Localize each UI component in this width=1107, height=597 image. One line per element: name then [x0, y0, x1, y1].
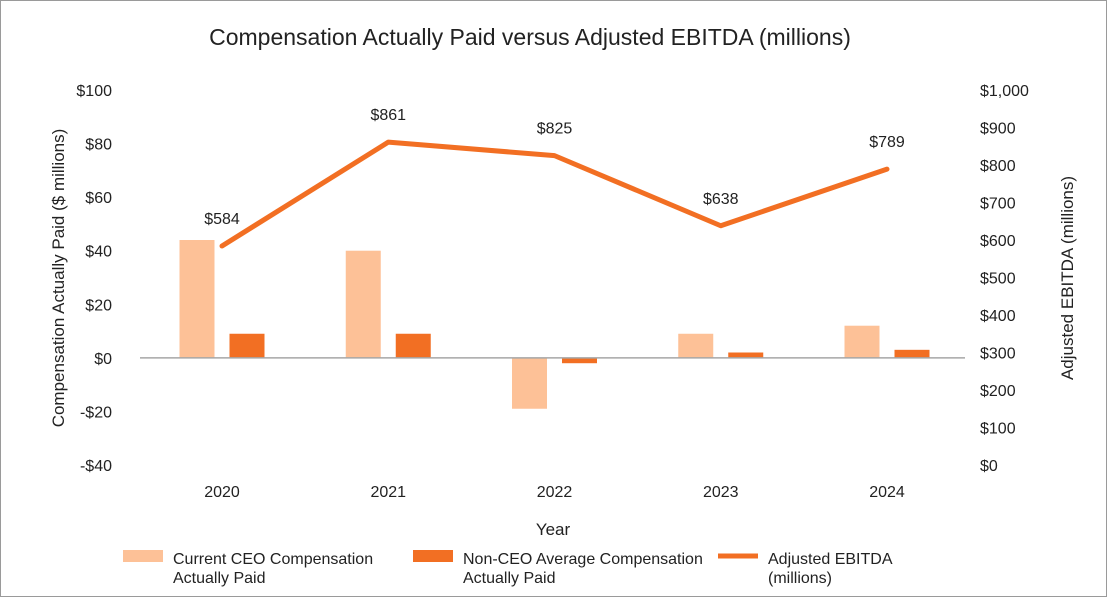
bar-non-ceo	[229, 333, 265, 358]
bar-non-ceo	[395, 333, 431, 358]
y-tick-left: -$40	[80, 458, 112, 475]
legend-label: Actually Paid	[463, 570, 556, 587]
bar-non-ceo	[728, 352, 764, 358]
x-axis-label: Year	[536, 520, 571, 539]
data-label: $638	[703, 191, 739, 208]
legend-label: Adjusted EBITDA	[768, 551, 893, 568]
bar-ceo	[512, 357, 547, 409]
legend-label: (millions)	[768, 570, 832, 587]
ebitda-line	[219, 139, 890, 249]
bar-non-ceo	[894, 349, 930, 358]
y-tick-right: $500	[980, 271, 1016, 288]
y-tick-left: $80	[85, 137, 112, 154]
y-tick-right: $800	[980, 158, 1016, 175]
legend-label: Non-CEO Average Compensation	[463, 551, 703, 568]
y-tick-right: $900	[980, 121, 1016, 138]
legend-swatch	[123, 550, 163, 562]
y-tick-left: $0	[94, 351, 112, 368]
x-tick: 2021	[370, 484, 406, 501]
y-tick-right: $1,000	[980, 83, 1029, 100]
y-tick-left: $20	[85, 297, 112, 314]
x-tick: 2023	[703, 484, 739, 501]
bar-ceo	[179, 240, 215, 358]
y-tick-right: $300	[980, 346, 1016, 363]
y-tick-right: $0	[980, 458, 998, 475]
x-tick: 2022	[537, 484, 573, 501]
y-tick-left: -$20	[80, 404, 112, 421]
x-tick: 2020	[204, 484, 240, 501]
y-axis-left-label: Compensation Actually Paid ($ millions)	[49, 129, 68, 428]
y-tick-left: $60	[85, 190, 112, 207]
data-label: $861	[370, 107, 406, 124]
bar-ceo	[844, 325, 880, 358]
y-tick-left: $100	[76, 83, 112, 100]
bar-non-ceo	[562, 357, 597, 364]
y-tick-right: $700	[980, 196, 1016, 213]
data-label: $825	[537, 121, 573, 138]
bar-ceo	[345, 250, 381, 358]
x-tick: 2024	[869, 484, 905, 501]
chart-title: Compensation Actually Paid versus Adjust…	[209, 24, 851, 50]
y-tick-right: $100	[980, 421, 1016, 438]
y-tick-right: $200	[980, 383, 1016, 400]
data-label: $584	[204, 211, 240, 228]
data-label: $789	[869, 134, 905, 151]
y-tick-left: $40	[85, 244, 112, 261]
bar-ceo	[678, 333, 714, 358]
legend-label: Actually Paid	[173, 570, 266, 587]
y-tick-right: $400	[980, 308, 1016, 325]
legend-swatch	[413, 550, 453, 562]
y-axis-right-label: Adjusted EBITDA (millions)	[1058, 176, 1077, 380]
y-tick-right: $600	[980, 233, 1016, 250]
legend-label: Current CEO Compensation	[173, 551, 373, 568]
